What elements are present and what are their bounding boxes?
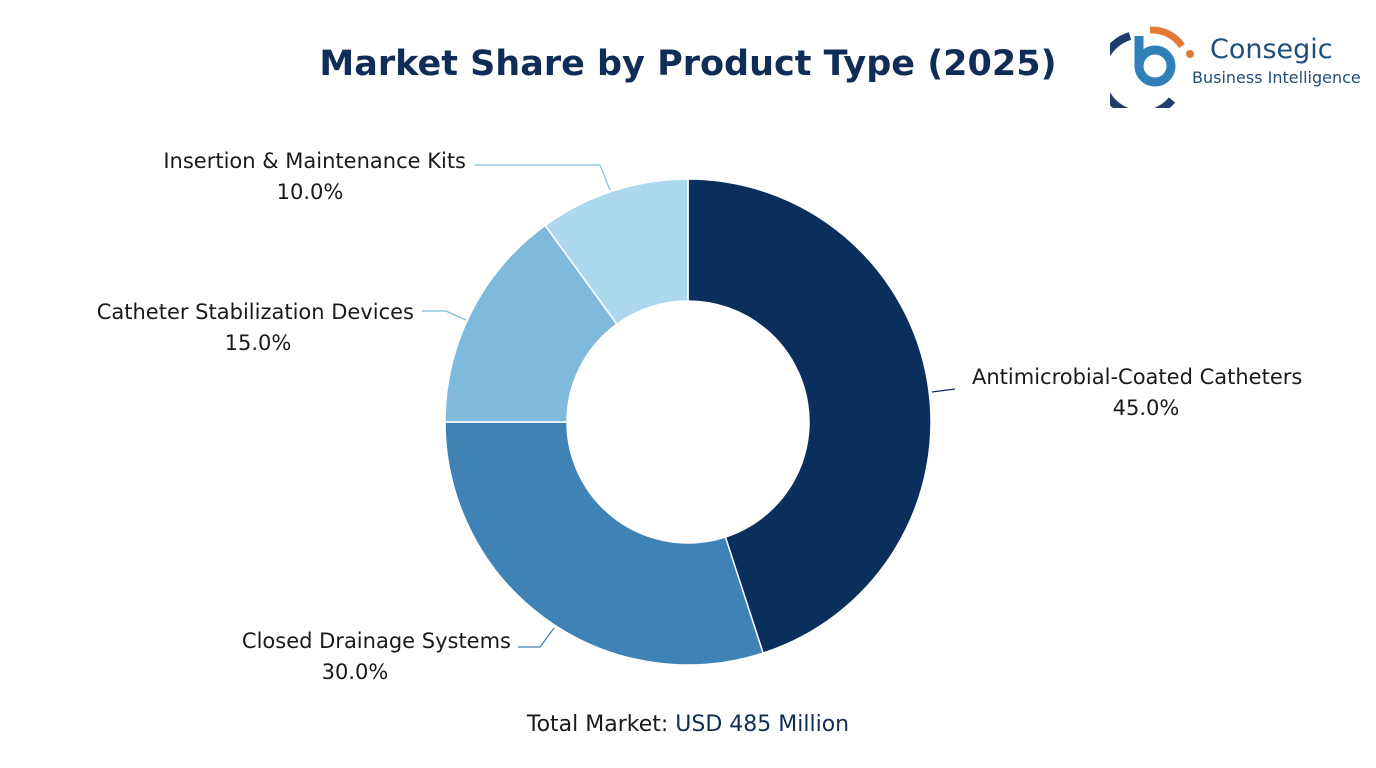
slice-insertion-maintenance-kits <box>544 178 689 326</box>
leader-line <box>422 310 467 321</box>
consegic-logo: Consegic Business Intelligence <box>1110 16 1370 108</box>
logo-tagline: Business Intelligence <box>1192 68 1361 87</box>
slice-antimicrobial-coated-catheters <box>687 178 932 655</box>
chart-title: Market Share by Product Type (2025) <box>319 44 1057 84</box>
total-market: Total Market: USD 485 Million <box>526 712 850 737</box>
slice-percent: 10.0% <box>277 180 344 204</box>
logo-mark-icon <box>1110 26 1194 108</box>
slice-catheter-stabilization-devices <box>444 224 618 423</box>
slice-label: Insertion & Maintenance Kits <box>163 149 466 173</box>
leader-line <box>518 627 555 648</box>
slice-closed-drainage-systems <box>444 421 765 666</box>
slice-percent: 45.0% <box>1113 396 1180 420</box>
slice-label: Catheter Stabilization Devices <box>97 300 414 324</box>
leader-line <box>931 388 956 393</box>
slice-percent: 30.0% <box>322 660 389 684</box>
logo-name: Consegic <box>1210 34 1333 65</box>
slice-label: Antimicrobial-Coated Catheters <box>972 365 1302 389</box>
slice-percent: 15.0% <box>225 331 292 355</box>
leader-line <box>474 164 611 191</box>
slice-label: Closed Drainage Systems <box>242 629 511 653</box>
